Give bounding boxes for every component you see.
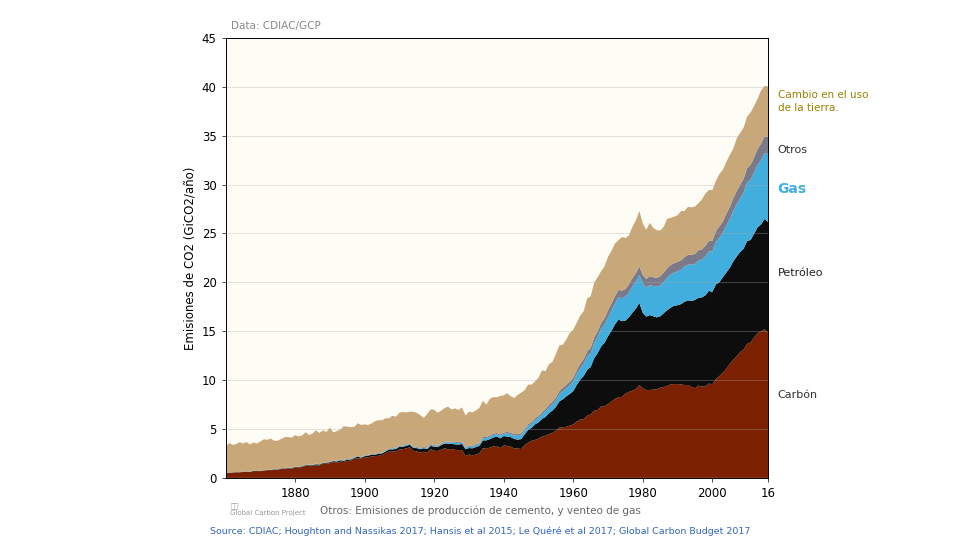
Text: Emisiones
de CO$_2$
1860-2016: Emisiones de CO$_2$ 1860-2016 xyxy=(25,179,124,253)
Text: Cambio en el uso
de la tierra.: Cambio en el uso de la tierra. xyxy=(778,90,868,112)
Text: ⓒⓘ
Global Carbon Project: ⓒⓘ Global Carbon Project xyxy=(230,502,306,516)
Text: Source: CDIAC; Houghton and Nassikas 2017; Hansis et al 2015; Le Quéré et al 201: Source: CDIAC; Houghton and Nassikas 201… xyxy=(210,526,750,536)
Text: Petróleo: Petróleo xyxy=(778,267,823,278)
Text: Otros: Otros xyxy=(778,145,807,156)
Y-axis label: Emisiones de CO2 (GiCO2/año): Emisiones de CO2 (GiCO2/año) xyxy=(183,166,196,349)
Text: Gas: Gas xyxy=(778,183,806,197)
Text: Otros: Emisiones de producción de cemento, y venteo de gas: Otros: Emisiones de producción de cement… xyxy=(320,505,640,516)
Text: Carbón: Carbón xyxy=(778,390,818,400)
Text: Data: CDIAC/GCP: Data: CDIAC/GCP xyxy=(231,21,321,31)
